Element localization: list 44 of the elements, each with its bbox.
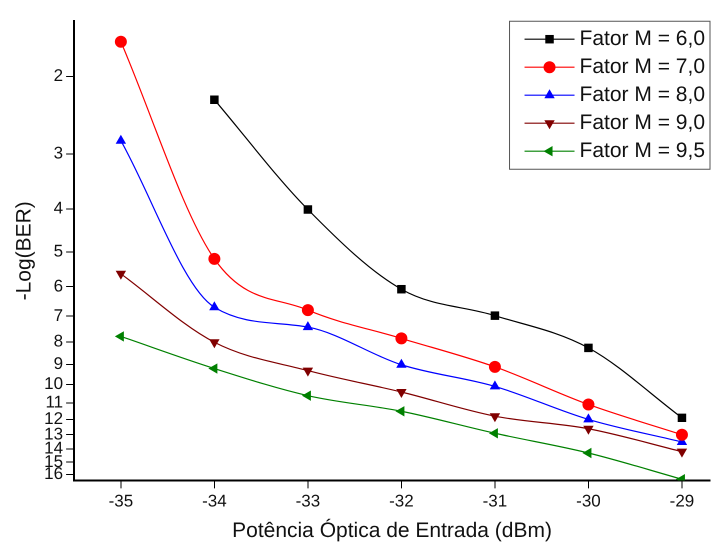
point [210,95,219,104]
y-tick-label: 6 [54,276,64,296]
y-tick-label: 5 [54,241,64,260]
point [490,311,500,320]
legend-label: Fator M = 8,0 [580,82,705,106]
legend-label: Fator M = 6,0 [580,26,705,50]
y-tick-label: 4 [54,198,64,218]
point [490,380,500,390]
legend-label: Fator M = 9,5 [580,138,705,162]
y-tick-label: 3 [54,144,64,163]
x-tick-label: -32 [389,491,414,510]
legend-label: Fator M = 7,0 [580,54,705,78]
y-axis-title: -Log(BER) [12,201,36,300]
point [114,36,127,48]
point [395,332,408,344]
point [583,413,594,422]
y-tick-label: 2 [54,66,64,85]
x-tick-label: -31 [482,491,508,510]
point [209,301,220,310]
legend-label: Fator M = 9,0 [580,110,705,134]
point [678,414,686,422]
point [676,428,688,441]
point [304,205,312,214]
x-axis-title: Potência Óptica de Entrada (dBm) [232,518,552,542]
x-tick-label: -35 [108,491,134,510]
point [396,358,407,368]
x-tick-label: -33 [296,491,320,510]
point [208,252,220,265]
point [397,284,406,294]
point [584,344,593,352]
point [302,321,314,330]
y-tick-label: 9 [54,354,64,374]
point [488,360,501,373]
point [302,304,314,316]
x-tick-label: -30 [576,491,601,510]
y-tick-label: 11 [45,392,64,412]
x-tick-label: -29 [670,491,694,510]
y-tick-label: 12 [44,409,64,428]
x-tick-label: -34 [202,491,227,510]
y-tick-label: 7 [54,306,64,325]
point [116,134,126,144]
y-tick-label: 8 [54,331,64,350]
y-tick-label: 10 [44,374,64,394]
point [582,398,594,410]
